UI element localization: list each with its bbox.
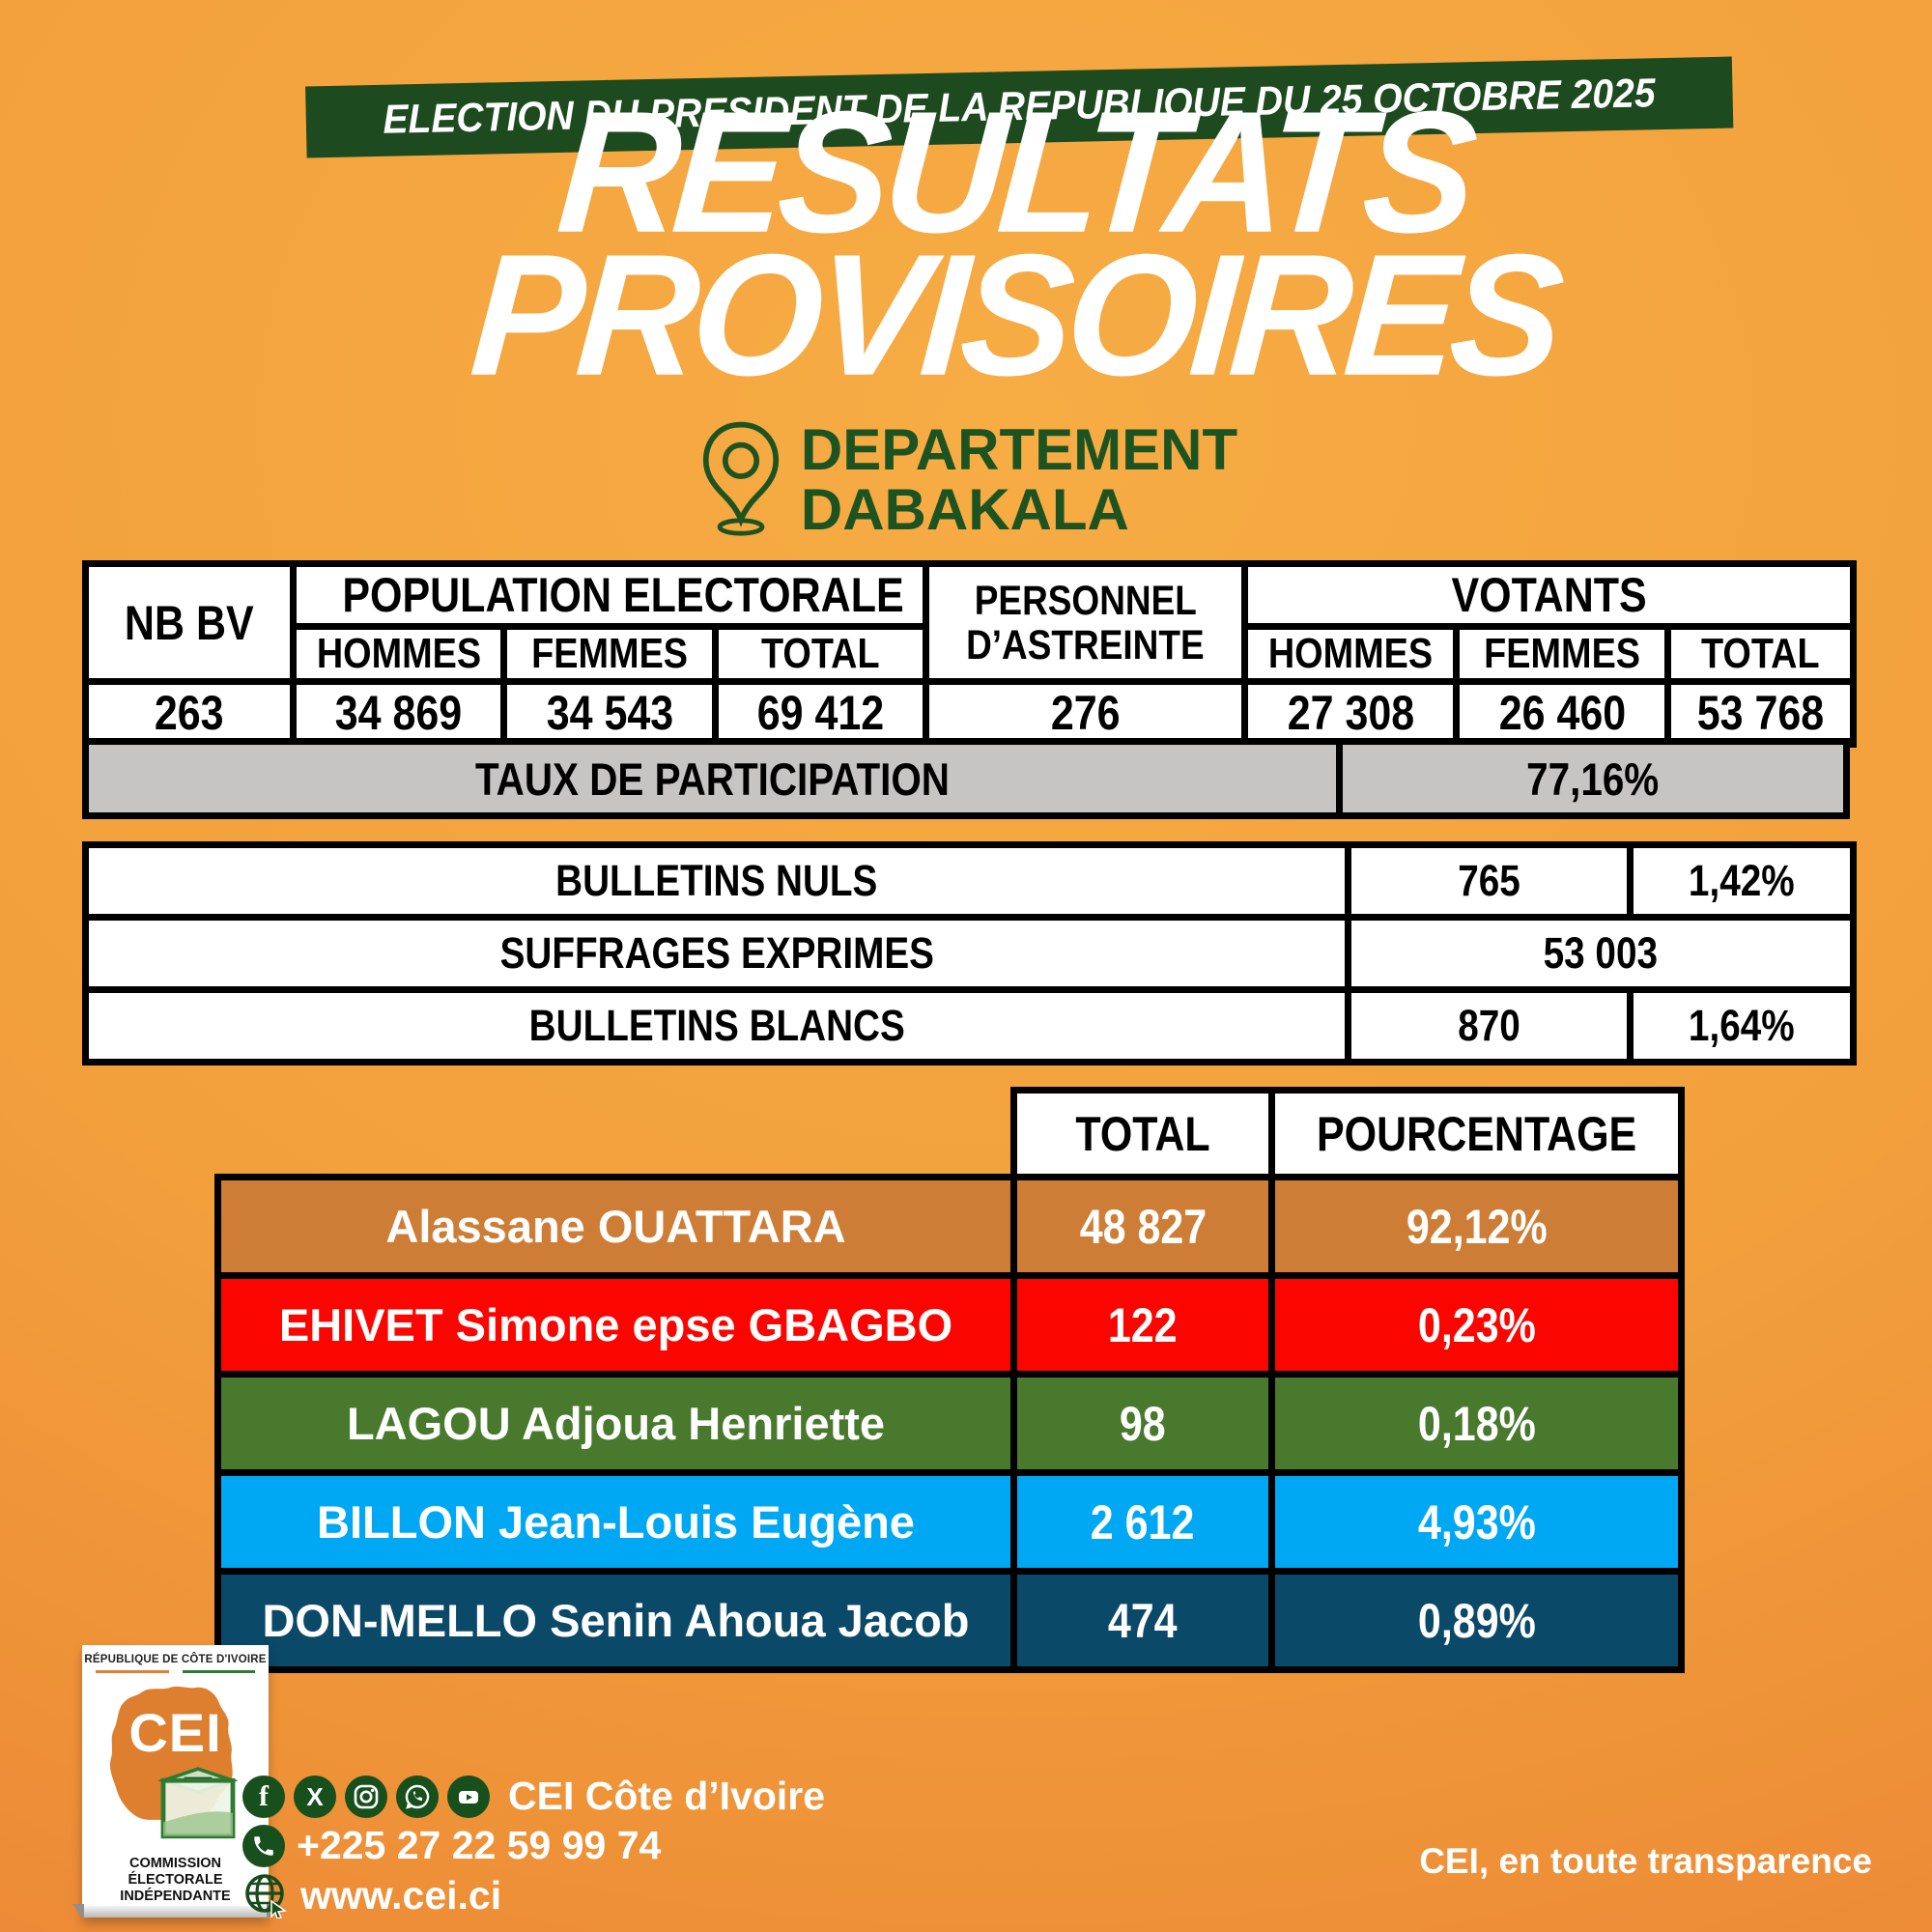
results-header: TOTAL POURCENTAGE (1010, 1087, 1685, 1180)
cei-logo: RÉPUBLIQUE DE CÔTE D'IVOIRE CEI COMMISSI… (72, 1645, 278, 1919)
phone-icon (242, 1824, 285, 1867)
header-vot-total: TOTAL (1664, 623, 1858, 685)
paper-curl (82, 1906, 269, 1918)
cei-acronym: CEI (128, 1702, 222, 1763)
value-pop-hommes: 34 869 (290, 678, 507, 748)
value-pop-femmes: 34 543 (500, 678, 719, 748)
website-url: www.cei.ci (300, 1872, 502, 1918)
header-vot-femmes: FEMMES (1453, 623, 1672, 685)
value-pop-total: 69 412 (711, 678, 930, 748)
phone-number: +225 27 22 59 99 74 (297, 1823, 662, 1867)
value-vot-femmes: 26 460 (1453, 678, 1672, 748)
header-nb-bv: NB BV (82, 560, 297, 685)
suffrages-exprimes-label: SUFFRAGES EXPRIMES (82, 914, 1351, 993)
results-total-header: TOTAL (1010, 1087, 1275, 1180)
candidate-row-billon: BILLON Jean-Louis Eugène 2 612 4,93% (214, 1469, 1685, 1575)
website-row: www.cei.ci (242, 1872, 501, 1918)
candidate-name: DON-MELLO Senin Ahoua Jacob (214, 1568, 1017, 1673)
tagline: CEI, en toute transparence (1419, 1841, 1872, 1881)
ballots-table: BULLETINS NULS 765 1,42% SUFFRAGES EXPRI… (82, 841, 1857, 1065)
candidate-row-ouattara: Alassane OUATTARA 48 827 92,12% (214, 1174, 1685, 1279)
header-personnel: PERSONNEL D’ASTREINTE (923, 560, 1249, 685)
youtube-icon (447, 1775, 490, 1818)
participation-label: TAUX DE PARTICIPATION (82, 738, 1343, 819)
candidate-pct: 0,89% (1268, 1568, 1685, 1673)
whatsapp-icon (396, 1775, 439, 1818)
candidate-pct: 0,18% (1268, 1371, 1685, 1476)
value-personnel: 276 (923, 678, 1249, 748)
instagram-icon (345, 1775, 387, 1818)
bulletins-blancs-label: BULLETINS BLANCS (82, 986, 1351, 1065)
ballot-box-icon (152, 1761, 244, 1849)
bulletins-nuls-label: BULLETINS NULS (82, 841, 1351, 921)
value-nb-bv: 263 (82, 678, 297, 748)
candidate-name: LAGOU Adjoua Henriette (214, 1371, 1017, 1476)
phone-row: +225 27 22 59 99 74 (242, 1823, 661, 1868)
location-name: DABAKALA (800, 476, 1129, 542)
location-label: DEPARTEMENT (800, 416, 1238, 482)
value-vot-total: 53 768 (1664, 678, 1858, 748)
candidate-pct: 0,23% (1268, 1272, 1685, 1378)
title-line-2: PROVISOIRES (466, 217, 1564, 412)
candidate-pct: 4,93% (1268, 1469, 1685, 1575)
social-row: f X CEI Côte d’Ivoire (242, 1774, 825, 1819)
candidate-row-lagou: LAGOU Adjoua Henriette 98 0,18% (214, 1371, 1685, 1476)
candidate-total: 122 (1010, 1272, 1275, 1378)
table-row: SUFFRAGES EXPRIMES 53 003 (82, 914, 1857, 993)
social-handle: CEI Côte d’Ivoire (508, 1774, 826, 1818)
bulletins-blancs-count: 870 (1345, 986, 1634, 1065)
table-row: BULLETINS NULS 765 1,42% (82, 841, 1857, 921)
page-title: RESULTATS PROVISOIRES (466, 74, 1563, 412)
header-pop-hommes: HOMMES (290, 623, 507, 685)
commission-label: COMMISSION ÉLECTORALE INDÉPENDANTE (120, 1856, 231, 1904)
facebook-icon: f (242, 1775, 285, 1818)
header-pop-total: TOTAL (711, 623, 930, 685)
suffrages-exprimes-count: 53 003 (1345, 914, 1857, 993)
candidate-name: Alassane OUATTARA (214, 1174, 1017, 1279)
candidate-pct: 92,12% (1268, 1174, 1685, 1279)
candidate-total: 2 612 (1010, 1469, 1275, 1575)
header-pop-femmes: FEMMES (500, 623, 719, 685)
x-twitter-icon: X (294, 1775, 336, 1818)
value-vot-hommes: 27 308 (1241, 678, 1461, 748)
map-pin-icon (695, 417, 787, 542)
candidate-name: EHIVET Simone epse GBAGBO (214, 1272, 1017, 1378)
participation-value: 77,16% (1336, 738, 1850, 819)
candidate-row-gbagbo: EHIVET Simone epse GBAGBO 122 0,23% (214, 1272, 1685, 1378)
location-text: DEPARTEMENT DABAKALA (800, 416, 1238, 542)
table-row: BULLETINS BLANCS 870 1,64% (82, 986, 1857, 1065)
location-heading: DEPARTEMENT DABAKALA (0, 417, 1932, 542)
candidate-total: 98 (1010, 1371, 1275, 1476)
results-pct-header: POURCENTAGE (1268, 1087, 1685, 1180)
header-votants: VOTANTS (1241, 560, 1858, 630)
globe-icon (242, 1872, 289, 1918)
bulletins-nuls-pct: 1,42% (1627, 841, 1857, 921)
republic-label: RÉPUBLIQUE DE CÔTE D'IVOIRE (84, 1654, 267, 1665)
header-vot-hommes: HOMMES (1241, 623, 1461, 685)
candidate-row-don-mello: DON-MELLO Senin Ahoua Jacob 474 0,89% (214, 1568, 1685, 1673)
participation-row: TAUX DE PARTICIPATION 77,16% (82, 738, 1850, 819)
republic-underline (96, 1670, 255, 1673)
candidate-name: BILLON Jean-Louis Eugène (214, 1469, 1017, 1575)
candidate-total: 48 827 (1010, 1174, 1275, 1279)
bulletins-nuls-count: 765 (1345, 841, 1634, 921)
header-population: POPULATION ELECTORALE (289, 560, 930, 630)
summary-table: NB BV POPULATION ELECTORALE PERSONNEL D’… (82, 560, 1858, 748)
candidates-table: Alassane OUATTARA 48 827 92,12% EHIVET S… (214, 1174, 1685, 1673)
bulletins-blancs-pct: 1,64% (1627, 986, 1857, 1065)
candidate-total: 474 (1010, 1568, 1275, 1673)
